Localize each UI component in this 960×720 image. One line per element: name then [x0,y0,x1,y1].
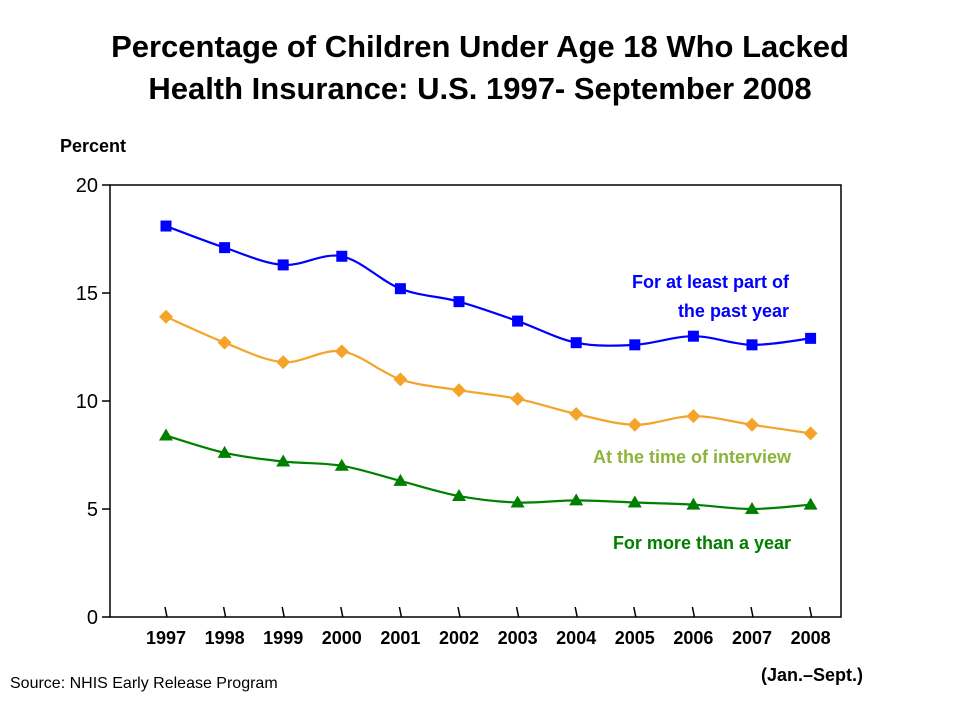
x-tick-label: 2004 [556,628,596,648]
data-point-square [746,339,758,351]
x-tick-mark [398,606,403,618]
data-point-square [336,250,348,262]
x-tick-label: 2003 [498,628,538,648]
data-point-diamond [745,417,759,432]
x-tick-mark [164,606,168,618]
data-point-diamond [686,409,701,424]
series-3 [159,428,818,514]
x-tick-mark [515,606,520,618]
x-axis: 1997 1998 1999 2000 2001 2002 2003 2004 2005 2006… [146,606,831,648]
data-point-diamond [569,406,584,421]
data-point-square [687,330,699,342]
y-tick-label: 10 [76,391,98,413]
source-note: Source: NHIS Early Release Program [10,675,278,692]
data-point-diamond [334,344,349,359]
series-labels: For at least part of the past year At the … [593,272,792,553]
data-point-triangle [745,502,759,514]
data-point-triangle [569,493,584,506]
y-tick-label: 15 [76,283,98,305]
series-label: the past year [678,301,789,321]
data-point-square [277,259,289,271]
y-tick-label: 0 [87,607,98,629]
series-label: At the time of interview [593,447,792,467]
data-point-diamond [159,309,173,324]
x-tick-mark [340,606,344,618]
x-tick-label: 2000 [322,628,362,648]
data-point-triangle [276,454,291,467]
data-point-triangle [334,458,349,471]
data-point-diamond [217,335,232,350]
series-line [165,434,811,511]
data-point-triangle [159,428,173,441]
x-tick-mark [691,606,696,618]
x-tick-label: 2001 [380,628,420,648]
x-tick-label: 1997 [146,628,186,648]
data-point-square [805,332,817,344]
data-point-triangle [452,489,466,502]
y-axis: 0 5 10 15 20 [76,175,110,629]
data-point-square [629,339,641,351]
x-tick-label: 2002 [439,628,479,648]
series-2 [159,309,818,441]
x-tick-mark [574,606,578,618]
data-point-triangle [217,445,232,458]
data-point-square [219,242,231,254]
x-tick-label: 2005 [615,628,655,648]
data-point-triangle [803,497,818,510]
data-point-square [512,315,524,327]
series-layer [159,220,818,514]
data-point-diamond [393,372,408,387]
x-tick-label: 2006 [673,628,713,648]
x-tick-mark [281,606,285,618]
data-point-diamond [627,417,642,432]
data-point-square [453,296,465,308]
series-line [165,315,811,435]
x-tick-label: 2008 [791,628,831,648]
y-tick-label: 20 [76,175,98,197]
data-point-square [160,220,172,232]
series-label: For at least part of [632,272,790,292]
data-point-square [570,337,582,349]
x-tick-mark [457,606,461,618]
data-point-diamond [276,355,291,370]
x-tick-mark [222,606,227,618]
x-tick-mark [808,606,813,618]
data-point-diamond [510,391,525,406]
x-tick-label: 1998 [205,628,245,648]
chart-title-line-2: Health Insurance: U.S. 1997- September 2… [148,71,812,106]
data-point-triangle [510,495,525,508]
x-tick-label: 1999 [263,628,303,648]
series-1 [160,220,817,351]
data-point-square [394,283,406,295]
data-point-diamond [803,426,818,441]
y-axis-label: Percent [60,136,126,156]
x-axis-note: (Jan.–Sept.) [761,665,863,685]
data-point-triangle [393,473,408,486]
y-tick-label: 5 [87,499,98,521]
x-tick-mark [633,606,637,618]
series-label: For more than a year [613,533,791,553]
data-point-diamond [452,383,466,398]
data-point-triangle [686,497,701,510]
chart-title-line-1: Percentage of Children Under Age 18 Who … [111,29,849,64]
x-tick-mark [750,606,754,618]
data-point-triangle [627,495,642,508]
chart-title: Percentage of Children Under Age 18 Who … [0,26,960,110]
x-tick-label: 2007 [732,628,772,648]
